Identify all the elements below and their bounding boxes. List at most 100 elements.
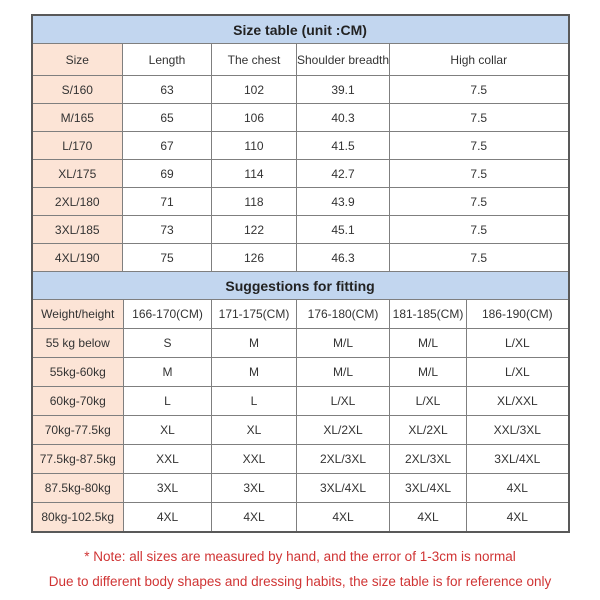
value-cell: 7.5 — [388, 131, 568, 160]
value-cell: 3XL/4XL — [465, 444, 568, 474]
value-cell: 3XL — [211, 473, 297, 503]
table-row: 77.5kg-87.5kg XXL XXL 2XL/3XL 2XL/3XL 3XL/4XL — [32, 444, 568, 474]
fitting-table: Suggestions for fitting Weight/height 166… — [32, 272, 568, 531]
value-cell: 42.7 — [296, 159, 390, 188]
column-header: Shoulder breadth — [296, 43, 390, 76]
column-header: Length — [122, 43, 212, 76]
row-label-cell: 55 kg below — [32, 328, 124, 358]
row-label-cell: M/165 — [32, 103, 123, 132]
value-cell: 67 — [122, 131, 212, 160]
value-cell: XXL — [211, 444, 297, 474]
table-row: S/160 63 102 39.1 7.5 — [32, 75, 568, 104]
value-cell: XL/XXL — [465, 386, 568, 416]
value-cell: L/XL — [465, 357, 568, 387]
value-cell: 43.9 — [296, 187, 390, 216]
value-cell: 7.5 — [388, 103, 568, 132]
value-cell: XL/2XL — [296, 415, 390, 445]
table-row: 70kg-77.5kg XL XL XL/2XL XL/2XL XXL/3XL — [32, 415, 568, 445]
value-cell: 2XL/3XL — [389, 444, 467, 474]
value-cell: 73 — [122, 215, 212, 244]
value-cell: 106 — [211, 103, 297, 132]
value-cell: L/XL — [296, 386, 390, 416]
size-table-body: S/160 63 102 39.1 7.5 M/165 65 106 40.3 7.5 L/170 6… — [32, 75, 568, 272]
fitting-table-title-row: Suggestions for fitting — [32, 272, 568, 300]
table-row: 80kg-102.5kg 4XL 4XL 4XL 4XL 4XL — [32, 502, 568, 531]
value-cell: XXL/3XL — [465, 415, 568, 445]
value-cell: M/L — [389, 328, 467, 358]
value-cell: 4XL — [296, 502, 390, 531]
value-cell: 4XL — [389, 502, 467, 531]
value-cell: M/L — [296, 357, 390, 387]
value-cell: M/L — [389, 357, 467, 387]
note-line-2: Due to different body shapes and dressin… — [48, 574, 552, 589]
value-cell: 71 — [122, 187, 212, 216]
value-cell: 69 — [122, 159, 212, 188]
value-cell: 118 — [211, 187, 297, 216]
table-row: 2XL/180 71 118 43.9 7.5 — [32, 187, 568, 216]
column-header: 171-175(CM) — [211, 299, 297, 329]
fitting-table-header-row: Weight/height 166-170(CM) 171-175(CM) 176-1… — [32, 299, 568, 329]
value-cell: L — [211, 386, 297, 416]
value-cell: XL/2XL — [389, 415, 467, 445]
fitting-table-body: 55 kg below S M M/L M/L L/XL 55kg-60kg M M M/L M/L… — [32, 328, 568, 531]
value-cell: M — [211, 357, 297, 387]
value-cell: 3XL/4XL — [296, 473, 390, 503]
column-header: The chest — [211, 43, 297, 76]
row-label-cell: 77.5kg-87.5kg — [32, 444, 124, 474]
value-cell: 3XL/4XL — [389, 473, 467, 503]
value-cell: XL — [211, 415, 297, 445]
value-cell: 4XL — [465, 473, 568, 503]
row-label-cell: 2XL/180 — [32, 187, 123, 216]
value-cell: 41.5 — [296, 131, 390, 160]
table-row: XL/175 69 114 42.7 7.5 — [32, 159, 568, 188]
value-cell: L/XL — [389, 386, 467, 416]
table-row: 55kg-60kg M M M/L M/L L/XL — [32, 357, 568, 387]
value-cell: M — [123, 357, 212, 387]
column-header: 176-180(CM) — [296, 299, 390, 329]
column-header: 181-185(CM) — [389, 299, 467, 329]
value-cell: 4XL — [211, 502, 297, 531]
size-table-title-row: Size table (unit :CM) — [32, 16, 568, 44]
value-cell: XXL — [123, 444, 212, 474]
row-label-cell: 55kg-60kg — [32, 357, 124, 387]
value-cell: 7.5 — [388, 243, 568, 272]
row-label-cell: L/170 — [32, 131, 123, 160]
value-cell: 7.5 — [388, 75, 568, 104]
value-cell: 126 — [211, 243, 297, 272]
value-cell: 65 — [122, 103, 212, 132]
footer-notes: * Note: all sizes are measured by hand, … — [0, 544, 600, 594]
value-cell: 110 — [211, 131, 297, 160]
value-cell: 7.5 — [388, 187, 568, 216]
value-cell: 102 — [211, 75, 297, 104]
value-cell: M — [211, 328, 297, 358]
table-row: M/165 65 106 40.3 7.5 — [32, 103, 568, 132]
column-header: 166-170(CM) — [123, 299, 212, 329]
size-tables-container: Size table (unit :CM) Size Length The ches… — [30, 14, 570, 533]
value-cell: L — [123, 386, 212, 416]
row-label-column-header: Weight/height — [32, 299, 124, 329]
row-label-cell: 3XL/185 — [32, 215, 123, 244]
note-line-1: * Note: all sizes are measured by hand, … — [84, 549, 516, 564]
value-cell: 75 — [122, 243, 212, 272]
value-cell: 4XL — [123, 502, 212, 531]
row-label-cell: 80kg-102.5kg — [32, 502, 124, 531]
row-label-cell: 4XL/190 — [32, 243, 123, 272]
column-header: High collar — [388, 43, 568, 76]
table-row: 60kg-70kg L L L/XL L/XL XL/XXL — [32, 386, 568, 416]
row-label-column-header: Size — [32, 43, 123, 76]
value-cell: 46.3 — [296, 243, 390, 272]
value-cell: 45.1 — [296, 215, 390, 244]
value-cell: XL — [123, 415, 212, 445]
row-label-cell: 87.5kg-80kg — [32, 473, 124, 503]
value-cell: 7.5 — [388, 159, 568, 188]
value-cell: 122 — [211, 215, 297, 244]
value-cell: 2XL/3XL — [296, 444, 390, 474]
column-header: 186-190(CM) — [465, 299, 568, 329]
value-cell: 39.1 — [296, 75, 390, 104]
row-label-cell: S/160 — [32, 75, 123, 104]
size-table-title: Size table (unit :CM) — [32, 16, 568, 44]
table-row: L/170 67 110 41.5 7.5 — [32, 131, 568, 160]
fitting-table-title: Suggestions for fitting — [32, 272, 568, 300]
value-cell: M/L — [296, 328, 390, 358]
